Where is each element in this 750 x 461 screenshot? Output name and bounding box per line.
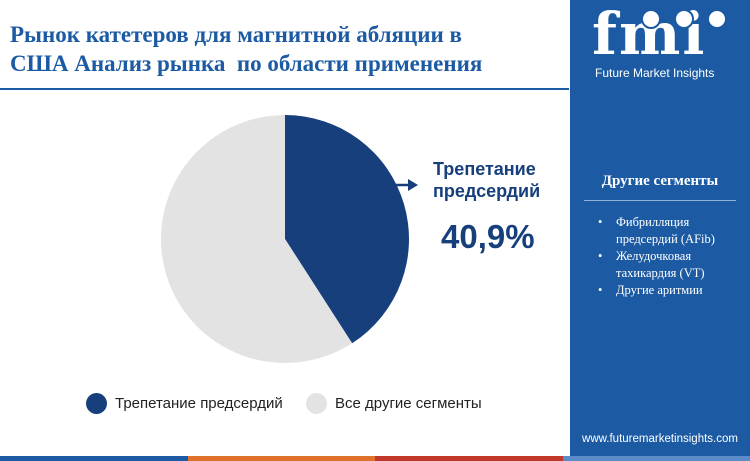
other-segments-list: • Фибрилляция предсердий (AFib) • Желудочк… [596, 214, 746, 299]
pie-chart [161, 115, 418, 363]
logo-subtitle: Future Market Insights [595, 66, 715, 80]
legend-swatch-other-segments [306, 393, 327, 414]
bottom-bar-segment [187, 456, 375, 461]
side-panel: fmi Future Market Insights Другие сегмен… [570, 0, 750, 461]
legend-item-other-segments: Все другие сегменты [306, 393, 482, 414]
brand-logo: fmi Future Market Insights [570, 0, 750, 90]
pie-slice-0 [285, 115, 410, 344]
legend-swatch-atrial-flutter [86, 393, 107, 414]
legend-item-atrial-flutter: Трепетание предсердий [86, 393, 283, 414]
pie-slice-1 [161, 115, 353, 363]
bottom-bar-segment [0, 456, 188, 461]
bullet-icon: • [598, 215, 603, 229]
callout-label: Трепетание предсердий [433, 158, 563, 202]
segment-item: • Фибрилляция предсердий (AFib) [598, 215, 715, 246]
bottom-bar-segment [562, 456, 750, 461]
legend-label-atrial-flutter: Трепетание предсердий [115, 395, 283, 412]
panel-divider [584, 200, 736, 201]
callout-value: 40,9% [441, 218, 535, 255]
bullet-icon: • [598, 283, 603, 297]
chart-title: Рынок катетеров для магнитной абляции в … [10, 20, 550, 78]
bottom-bar-segment [375, 456, 563, 461]
segment-item: • Желудочковая тахикардия (VT) [598, 249, 705, 280]
title-divider [0, 88, 569, 90]
globe-icon [707, 9, 727, 29]
globe-icon [674, 9, 694, 29]
callout-label-line-1: Трепетание [433, 159, 536, 179]
segment-item: • Другие аритмии [598, 283, 703, 297]
chart-title-line-1: Рынок катетеров для магнитной абляции в [10, 22, 462, 47]
legend-label-other-segments: Все другие сегменты [335, 395, 482, 412]
globe-icon [641, 9, 661, 29]
arrow-right-icon [408, 179, 418, 191]
bullet-icon: • [598, 249, 603, 263]
bottom-color-bar [0, 456, 750, 461]
chart-title-line-2: США Анализ рынка по области применения [10, 51, 483, 76]
other-segments-heading: Другие сегменты [601, 173, 719, 189]
callout-label-line-2: предсердий [433, 181, 541, 201]
website-url[interactable]: www.futuremarketinsights.com [582, 433, 738, 445]
